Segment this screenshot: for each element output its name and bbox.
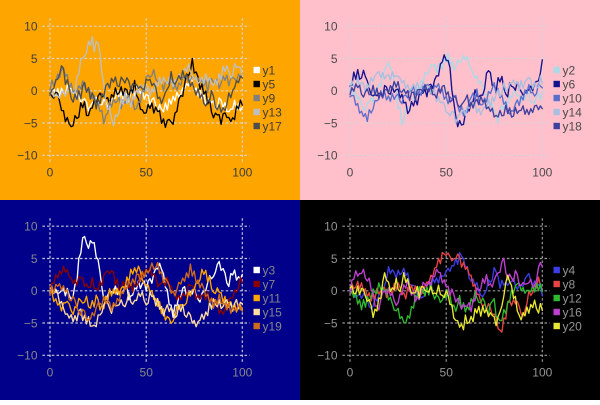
svg-text:10: 10	[24, 20, 38, 34]
svg-text:0: 0	[31, 284, 38, 298]
svg-text:−5: −5	[324, 116, 338, 130]
svg-text:−5: −5	[24, 316, 38, 330]
svg-text:y12: y12	[563, 291, 583, 305]
svg-text:y9: y9	[263, 91, 276, 105]
svg-text:10: 10	[324, 20, 338, 34]
svg-text:−10: −10	[17, 149, 38, 163]
svg-text:y11: y11	[263, 291, 282, 305]
svg-text:−10: −10	[317, 149, 338, 163]
svg-text:y10: y10	[563, 91, 583, 105]
svg-text:y17: y17	[263, 119, 283, 133]
svg-text:100: 100	[232, 366, 252, 380]
svg-text:100: 100	[232, 166, 252, 180]
svg-text:5: 5	[31, 252, 38, 266]
svg-text:5: 5	[331, 252, 338, 266]
svg-text:y13: y13	[263, 105, 283, 119]
svg-text:y2: y2	[563, 63, 576, 77]
svg-text:10: 10	[24, 220, 38, 234]
svg-text:y8: y8	[563, 277, 576, 291]
svg-text:5: 5	[31, 52, 38, 66]
svg-text:100: 100	[532, 166, 552, 180]
svg-text:0: 0	[347, 166, 354, 180]
svg-text:y1: y1	[263, 63, 276, 77]
svg-text:y6: y6	[563, 77, 576, 91]
svg-text:−5: −5	[324, 316, 338, 330]
svg-text:0: 0	[331, 84, 338, 98]
svg-text:y3: y3	[263, 263, 276, 277]
svg-text:y14: y14	[563, 105, 583, 119]
svg-text:0: 0	[347, 366, 354, 380]
svg-text:0: 0	[31, 84, 38, 98]
svg-text:50: 50	[140, 166, 154, 180]
svg-text:y20: y20	[563, 319, 583, 333]
svg-text:100: 100	[532, 366, 552, 380]
svg-text:50: 50	[440, 166, 454, 180]
svg-text:50: 50	[440, 366, 454, 380]
svg-text:0: 0	[47, 166, 54, 180]
svg-text:5: 5	[331, 52, 338, 66]
svg-text:y4: y4	[563, 263, 576, 277]
svg-text:−10: −10	[17, 349, 38, 363]
svg-text:−10: −10	[317, 349, 338, 363]
svg-text:y7: y7	[263, 277, 276, 291]
svg-text:50: 50	[140, 366, 154, 380]
svg-text:y16: y16	[563, 305, 583, 319]
svg-text:y5: y5	[263, 77, 276, 91]
svg-text:0: 0	[47, 366, 54, 380]
svg-text:10: 10	[324, 220, 338, 234]
svg-text:y18: y18	[563, 119, 583, 133]
svg-text:0: 0	[331, 284, 338, 298]
svg-text:−5: −5	[24, 116, 38, 130]
svg-text:y19: y19	[263, 319, 283, 333]
svg-text:y15: y15	[263, 305, 283, 319]
